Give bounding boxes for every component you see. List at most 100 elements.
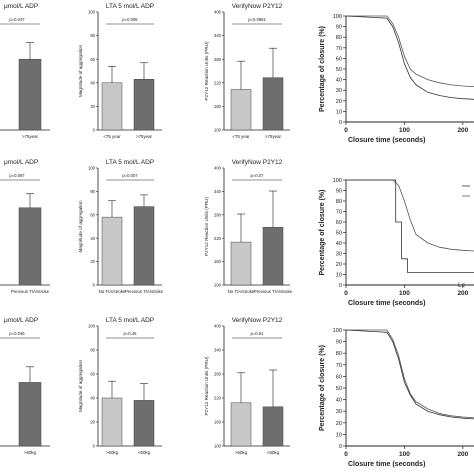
y-tick-label: 220: [214, 396, 222, 401]
panel-title: LTA 5 mol/L ADP: [106, 317, 154, 324]
bar: [262, 77, 284, 131]
x-tick-label: <60kg: [138, 450, 151, 455]
y-axis-label: Magnitude of aggregation: [78, 45, 83, 98]
survival-curve: [345, 15, 474, 100]
y-tick-label: 340: [214, 33, 222, 38]
bar: [262, 227, 284, 286]
x-tick-label: Previous TIA/stroke: [125, 289, 164, 294]
x-tick-label: <75 year: [103, 134, 121, 139]
y-axis-label: Magnitude of aggregation: [78, 360, 83, 413]
panel-title: VerifyNow P2Y12: [232, 317, 283, 324]
y-tick-label: 100: [88, 166, 96, 171]
x-tick-label: 200: [457, 290, 468, 297]
y-tick-label: 0: [93, 283, 96, 288]
bar: [230, 402, 252, 447]
y-tick-label: 100: [214, 128, 222, 133]
y-tick-label: 20: [336, 421, 342, 427]
y-tick-label: 50: [336, 386, 342, 392]
panel-title: μmol/L ADP: [4, 159, 38, 166]
y-tick-label: 100: [333, 328, 342, 334]
y-tick-label: 80: [336, 199, 342, 205]
y-tick-label: 40: [90, 80, 95, 85]
y-tick-label: 20: [90, 104, 95, 109]
y-tick-label: 70: [336, 46, 342, 52]
y-tick-label: 100: [88, 10, 96, 15]
y-tick-label: 0: [339, 444, 342, 450]
y-axis-label: P2Y12 Reaction Units (PRU): [204, 356, 209, 415]
y-tick-label: 400: [214, 166, 222, 171]
y-tick-label: 60: [336, 374, 342, 380]
bar: [230, 89, 252, 131]
x-tick-label: Previous TIA/stroke: [254, 289, 293, 294]
p-value-label: p=0.005: [122, 17, 138, 22]
y-axis-label: P2Y12 Reaction Units (PRU): [204, 41, 209, 100]
panel-title: μmol/L ADP: [4, 3, 38, 10]
y-tick-label: 160: [214, 104, 222, 109]
panel-r2c3: VerifyNow P2Y12 p=0.07 P2Y12 Reaction Unit…: [204, 159, 293, 294]
x-axis-label: Closure time (seconds): [348, 137, 425, 144]
panel-title: VerifyNow P2Y12: [232, 159, 283, 166]
bar: [262, 406, 284, 447]
y-tick-label: 0: [339, 120, 342, 126]
x-tick-label: >60kg: [235, 450, 248, 455]
y-tick-label: 80: [90, 189, 95, 194]
bar: [230, 241, 252, 286]
y-tick-label: 40: [336, 241, 342, 247]
x-tick-label: Previous TIA/stroke: [11, 289, 50, 294]
panel-title: μmol/L ADP: [4, 317, 38, 324]
panel-r1c4: 0 10 20 30 40 50 60 70 80 90 100 0 100 200 Percentage …: [319, 14, 474, 144]
panel-r3c1: μmol/L ADP p=0.046 >60kg: [0, 317, 50, 455]
survival-curve: [345, 329, 474, 420]
y-tick-label: 70: [336, 363, 342, 369]
y-tick-label: 100: [333, 14, 342, 20]
bar: [101, 397, 123, 447]
x-tick-label: 0: [344, 127, 348, 134]
bar: [18, 207, 42, 286]
y-tick-label: 60: [336, 56, 342, 62]
x-tick-label: <60kg: [267, 450, 280, 455]
y-tick-label: 0: [93, 128, 96, 133]
p-value-label: p=0.046: [9, 331, 25, 336]
panel-r3c3: VerifyNow P2Y12 p=0.61 P2Y12 Reaction Unit…: [204, 317, 290, 455]
y-tick-label: 80: [90, 33, 95, 38]
y-tick-label: 160: [214, 259, 222, 264]
x-tick-label: >60kg: [106, 450, 119, 455]
y-tick-label: 400: [214, 10, 222, 15]
y-tick-label: 20: [336, 99, 342, 105]
x-tick-label: No TIA/stroke: [99, 289, 126, 294]
p-value-label: p=0.07: [251, 173, 265, 178]
survival-curve: [346, 179, 474, 273]
survival-curve: [346, 329, 474, 419]
x-tick-label: >75year: [265, 134, 282, 139]
y-tick-label: 10: [336, 109, 342, 115]
y-tick-label: 30: [336, 88, 342, 94]
y-tick-label: 20: [90, 259, 95, 264]
x-axis-label: Closure time (seconds): [348, 461, 425, 468]
survival-curve: [346, 15, 474, 88]
y-tick-label: 40: [336, 398, 342, 404]
p-value-label: p=0.047: [9, 17, 25, 22]
y-tick-label: 80: [90, 348, 95, 353]
y-tick-label: 220: [214, 80, 222, 85]
p-value-label: p=0.61: [251, 331, 265, 336]
x-tick-label: 100: [399, 290, 410, 297]
y-tick-label: 100: [214, 283, 222, 288]
x-tick-label: <75 year: [232, 134, 250, 139]
bar: [133, 400, 155, 447]
panel-r2c1: μmol/L ADP p=0.097 Previous TIA/stroke: [0, 159, 50, 294]
p-value-label: p=0.45: [124, 331, 138, 336]
panel-r2c2: LTA 5 mol/L ADP p=0.007 Magnitude of aggre…: [78, 159, 164, 294]
y-tick-label: 60: [90, 57, 95, 62]
y-tick-label: 0: [93, 444, 96, 449]
y-tick-label: 50: [336, 231, 342, 237]
p-value-label: p=0.007: [122, 173, 138, 178]
panel-r3c2: LTA 5 mol/L ADP p=0.45 Magnitude of aggreg…: [78, 317, 162, 455]
x-tick-label: 0: [344, 290, 348, 297]
y-tick-label: 280: [214, 372, 222, 377]
y-tick-label: 40: [336, 78, 342, 84]
bar: [101, 82, 123, 131]
panel-r1c3: VerifyNow P2Y12 p=0.0881 P2Y12 Reaction Un…: [204, 3, 290, 139]
y-tick-label: 340: [214, 348, 222, 353]
y-tick-label: 40: [90, 396, 95, 401]
y-tick-label: 60: [90, 372, 95, 377]
